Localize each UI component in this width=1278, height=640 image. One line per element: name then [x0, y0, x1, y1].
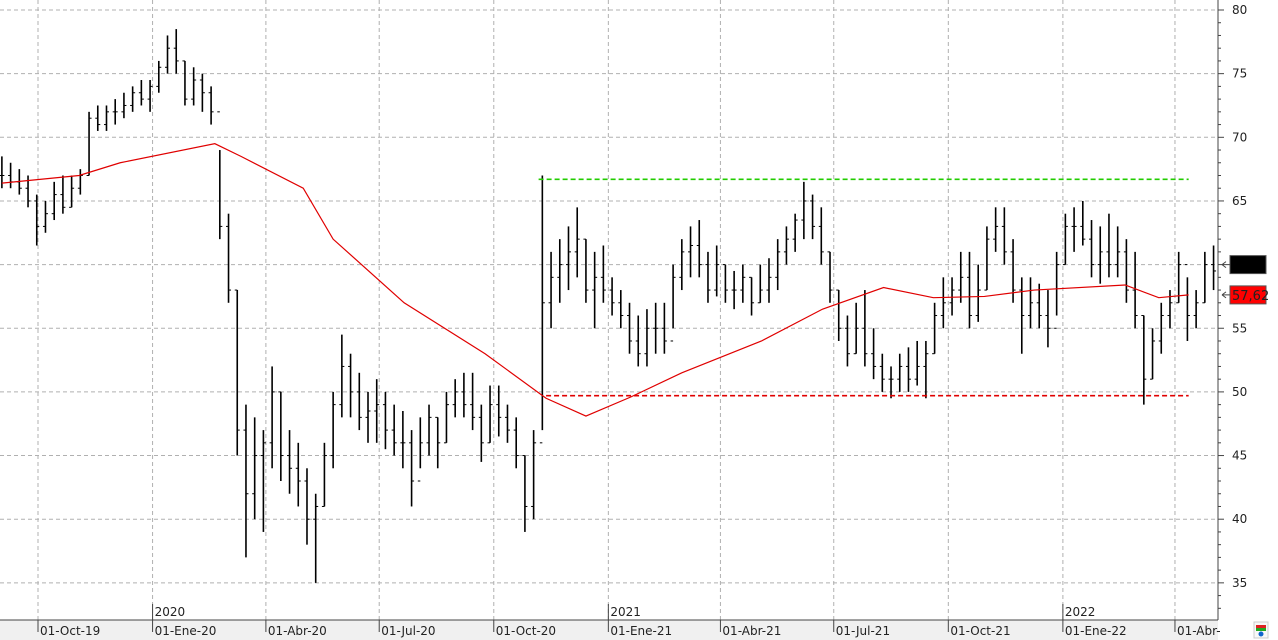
price-pointer-icon: [1221, 291, 1230, 299]
x-tick-label: 01-Ene-21: [610, 624, 672, 638]
x-tick-label: 01-Oct-19: [40, 624, 100, 638]
x-tick-label: 01-Abr-20: [268, 624, 327, 638]
x-tick-label: 01-Ene-20: [155, 624, 217, 638]
y-axis-area: [1218, 0, 1278, 640]
icon-stripe: [1256, 625, 1266, 628]
y-tick-label: 45: [1232, 449, 1247, 463]
x-tick-label: 01-Jul-20: [381, 624, 435, 638]
price-label-box: [1229, 255, 1267, 275]
y-tick-label: 65: [1232, 194, 1247, 208]
icon-dot: [1258, 631, 1264, 637]
y-tick-label: 80: [1232, 3, 1247, 17]
y-tick-label: 75: [1232, 67, 1247, 81]
x-tick-label: 01-Abr-21: [722, 624, 781, 638]
y-tick-label: 50: [1232, 385, 1247, 399]
moving-average-line: [1, 143, 1189, 417]
price-pointer-icon: [1221, 261, 1230, 268]
x-tick-label: 01-Oct-21: [950, 624, 1010, 638]
y-tick-label: 35: [1232, 576, 1247, 590]
x-tick-label: 01-Abr-: [1177, 624, 1221, 638]
y-tick-label: 55: [1232, 321, 1247, 335]
x-tick-label: 01-Oct-20: [496, 624, 556, 638]
flag-icon[interactable]: [1253, 621, 1269, 639]
price-label-text: 57,62: [1232, 289, 1269, 304]
icon-stripe: [1256, 628, 1266, 631]
x-tick-label: 01-Jul-21: [836, 624, 890, 638]
x-axis-band: [0, 620, 1278, 640]
year-label: 2022: [1065, 605, 1096, 619]
y-tick-label: 70: [1232, 130, 1247, 144]
year-label: 2021: [610, 605, 641, 619]
y-tick-label: 40: [1232, 512, 1247, 526]
price-label-box: [1229, 285, 1267, 305]
year-label: 2020: [155, 605, 186, 619]
x-tick-label: 01-Ene-22: [1065, 624, 1127, 638]
